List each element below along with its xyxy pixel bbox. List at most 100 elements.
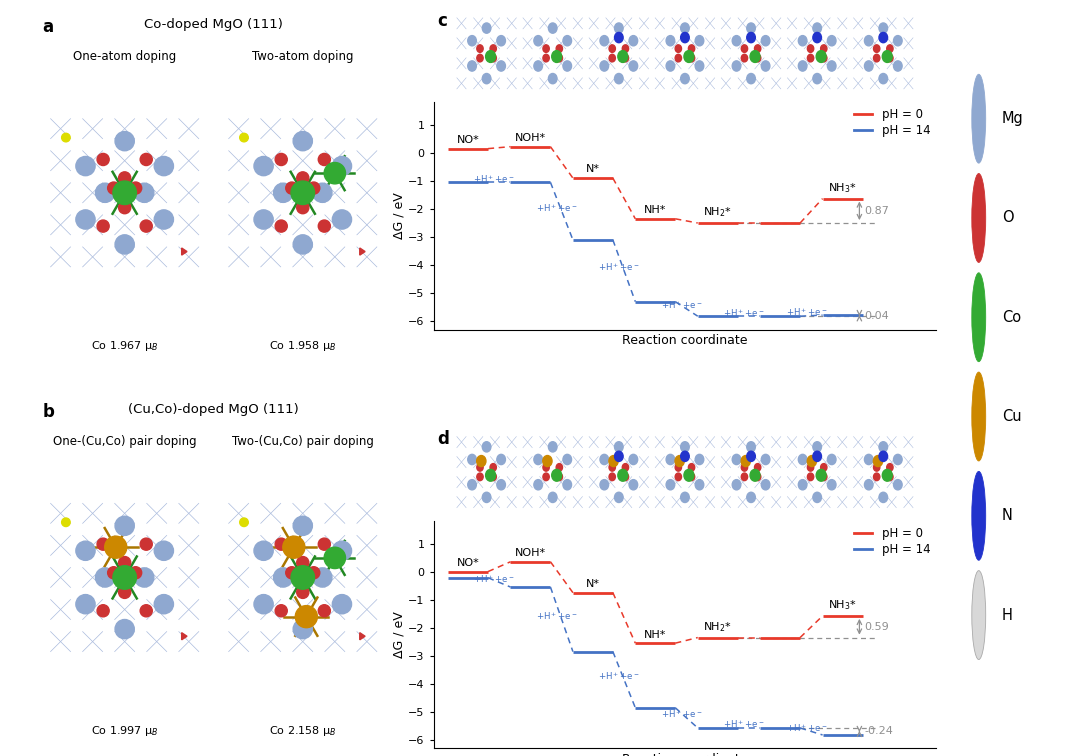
Circle shape	[476, 456, 486, 466]
Circle shape	[97, 220, 109, 232]
Text: d: d	[437, 430, 449, 448]
Circle shape	[95, 568, 114, 587]
Circle shape	[130, 567, 141, 579]
Circle shape	[680, 33, 689, 42]
Circle shape	[821, 463, 827, 471]
Circle shape	[486, 51, 496, 63]
Circle shape	[741, 456, 751, 466]
Circle shape	[319, 220, 330, 232]
Circle shape	[543, 54, 550, 62]
Circle shape	[476, 45, 483, 52]
Circle shape	[135, 568, 153, 587]
Text: +H$^+$+e$^-$: +H$^+$+e$^-$	[661, 299, 702, 311]
Circle shape	[755, 45, 760, 52]
Circle shape	[154, 156, 174, 175]
Text: +H$^+$+e$^-$: +H$^+$+e$^-$	[661, 708, 702, 720]
Circle shape	[119, 587, 131, 599]
Text: +H$^+$+e$^-$: +H$^+$+e$^-$	[724, 307, 765, 319]
Text: Co 2.158 μ$_B$: Co 2.158 μ$_B$	[269, 723, 337, 738]
Circle shape	[879, 451, 888, 461]
Circle shape	[808, 473, 813, 481]
Text: a: a	[43, 18, 54, 36]
Circle shape	[609, 463, 616, 471]
Circle shape	[543, 473, 550, 481]
Circle shape	[291, 181, 314, 205]
Circle shape	[497, 60, 505, 71]
Circle shape	[615, 33, 623, 42]
Circle shape	[813, 23, 822, 33]
Circle shape	[874, 45, 880, 52]
Circle shape	[600, 454, 609, 465]
Circle shape	[813, 33, 822, 42]
Text: +H$^+$+e$^-$: +H$^+$+e$^-$	[724, 719, 765, 730]
Circle shape	[324, 163, 346, 184]
Circle shape	[882, 469, 892, 481]
Circle shape	[600, 36, 609, 46]
Text: NH*: NH*	[644, 205, 666, 215]
Circle shape	[76, 594, 95, 614]
Circle shape	[741, 463, 747, 471]
Circle shape	[600, 60, 609, 71]
Circle shape	[291, 565, 314, 589]
Circle shape	[741, 45, 747, 52]
Circle shape	[680, 23, 689, 33]
Circle shape	[879, 442, 888, 452]
Text: NO*: NO*	[457, 558, 480, 568]
Text: +H$^+$+e$^-$: +H$^+$+e$^-$	[598, 262, 640, 273]
Circle shape	[549, 442, 557, 452]
Circle shape	[675, 45, 681, 52]
Circle shape	[543, 45, 550, 52]
Circle shape	[972, 372, 986, 461]
Circle shape	[468, 60, 476, 71]
Polygon shape	[360, 248, 365, 255]
Circle shape	[688, 45, 694, 52]
Circle shape	[813, 73, 822, 84]
Circle shape	[680, 442, 689, 452]
Circle shape	[534, 479, 542, 490]
Circle shape	[821, 473, 827, 481]
Circle shape	[486, 469, 496, 481]
Circle shape	[615, 492, 623, 503]
Circle shape	[286, 567, 298, 579]
Circle shape	[293, 235, 312, 254]
Circle shape	[746, 492, 755, 503]
Circle shape	[116, 516, 134, 535]
Text: N*: N*	[585, 165, 599, 175]
Circle shape	[680, 492, 689, 503]
Text: +H$^+$+e$^-$: +H$^+$+e$^-$	[473, 573, 515, 585]
Circle shape	[798, 454, 807, 465]
Circle shape	[879, 33, 888, 42]
Circle shape	[864, 479, 873, 490]
Circle shape	[746, 33, 755, 42]
Circle shape	[879, 492, 888, 503]
Circle shape	[808, 45, 813, 52]
Circle shape	[615, 73, 623, 84]
Circle shape	[119, 202, 131, 214]
Circle shape	[813, 492, 822, 503]
Circle shape	[563, 454, 571, 465]
Circle shape	[543, 463, 550, 471]
X-axis label: Reaction coordinate: Reaction coordinate	[622, 334, 747, 347]
Circle shape	[476, 54, 483, 62]
Circle shape	[755, 463, 760, 471]
Circle shape	[864, 60, 873, 71]
Circle shape	[62, 133, 70, 142]
Circle shape	[972, 471, 986, 560]
Circle shape	[154, 594, 174, 614]
Circle shape	[556, 54, 563, 62]
Circle shape	[76, 156, 95, 175]
Circle shape	[556, 473, 563, 481]
Circle shape	[755, 473, 760, 481]
Circle shape	[140, 538, 152, 550]
Circle shape	[113, 565, 136, 589]
Circle shape	[732, 36, 741, 46]
Text: NH*: NH*	[644, 630, 666, 640]
Text: NO*: NO*	[457, 135, 480, 145]
Circle shape	[751, 51, 760, 63]
Circle shape	[887, 45, 893, 52]
Circle shape	[490, 54, 497, 62]
Circle shape	[798, 60, 807, 71]
Circle shape	[696, 36, 704, 46]
Circle shape	[675, 463, 681, 471]
Circle shape	[283, 536, 305, 558]
